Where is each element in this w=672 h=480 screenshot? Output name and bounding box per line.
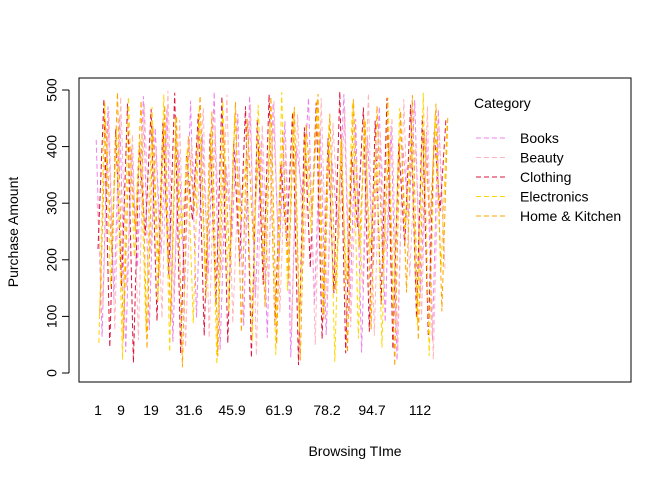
x-tick-label: 1 <box>94 402 102 418</box>
x-tick-label: 94.7 <box>358 402 385 418</box>
y-tick-label: 500 <box>44 78 60 102</box>
y-tick-label: 0 <box>44 369 60 377</box>
series-line-electronics <box>98 92 448 365</box>
legend-label: Electronics <box>520 189 588 205</box>
x-axis: 1 9 19 31.6 45.9 61.9 78.2 94.7 112 <box>94 402 431 418</box>
legend: Category Books Beauty Clothing Electronics H… <box>474 95 621 224</box>
series-layer <box>95 90 449 368</box>
y-tick-label: 100 <box>44 305 60 329</box>
x-tick-label: 45.9 <box>218 402 245 418</box>
x-tick-label: 61.9 <box>265 402 292 418</box>
y-axis: 0 100 200 300 400 500 <box>44 78 70 377</box>
x-tick-label: 9 <box>117 402 125 418</box>
plot-frame <box>78 77 632 383</box>
legend-title: Category <box>474 95 531 111</box>
y-axis-label: Purchase Amount <box>5 177 21 288</box>
x-tick-label: 31.6 <box>175 402 202 418</box>
x-axis-label: Browsing TIme <box>308 443 401 459</box>
y-tick-label: 300 <box>44 191 60 215</box>
x-tick-label: 112 <box>409 402 432 418</box>
y-tick-label: 400 <box>44 135 60 159</box>
legend-label: Beauty <box>520 150 564 166</box>
x-tick-label: 19 <box>143 402 159 418</box>
series-line-home-kitchen <box>99 92 449 368</box>
legend-label: Home & Kitchen <box>520 208 621 224</box>
x-tick-label: 78.2 <box>313 402 340 418</box>
y-tick-label: 200 <box>44 248 60 272</box>
legend-label: Books <box>520 130 559 146</box>
legend-label: Clothing <box>520 169 571 185</box>
